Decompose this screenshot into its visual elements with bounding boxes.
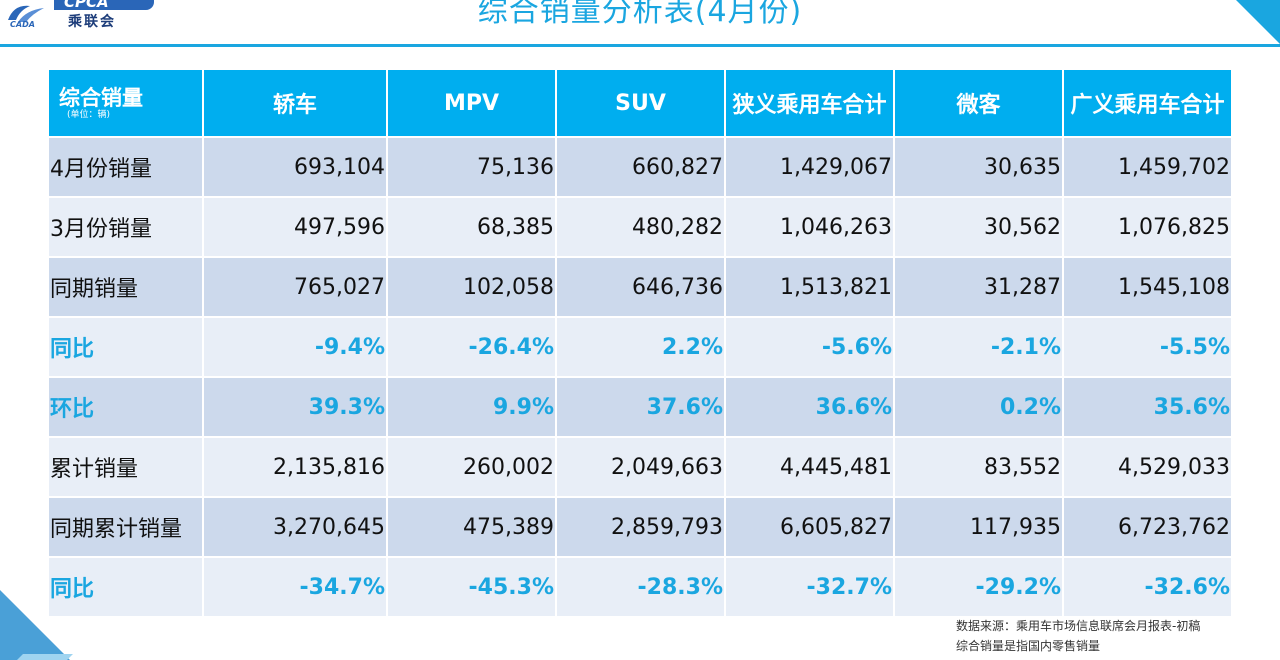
table-row: 同期销量 765,027 102,058 646,736 1,513,821 3…	[49, 258, 1231, 316]
row-label: 同比	[49, 318, 202, 376]
table-cell: 37.6%	[557, 378, 724, 436]
table-cell: 475,389	[388, 498, 555, 556]
table-cell: 1,513,821	[726, 258, 893, 316]
table-cell: 1,046,263	[726, 198, 893, 256]
row-label: 同期销量	[49, 258, 202, 316]
row-label: 4月份销量	[49, 138, 202, 196]
definition-note: 综合销量是指国内零售销量	[956, 639, 1101, 653]
table-cell: -5.6%	[726, 318, 893, 376]
table-cell: 1,545,108	[1064, 258, 1231, 316]
table-cell: -2.1%	[895, 318, 1062, 376]
table-cell: 75,136	[388, 138, 555, 196]
table-cell: -34.7%	[204, 558, 386, 616]
table-cell: -26.4%	[388, 318, 555, 376]
table-cell: 4,445,481	[726, 438, 893, 496]
table-cell: 68,385	[388, 198, 555, 256]
column-header: 狭义乘用车合计	[726, 70, 893, 136]
table-cell: 6,605,827	[726, 498, 893, 556]
table-cell: 2,859,793	[557, 498, 724, 556]
table-cell: 260,002	[388, 438, 555, 496]
logo-chinese-name: 乘联会	[68, 14, 116, 30]
table-header-row: 综合销量 (单位：辆) 轿车 MPV SUV 狭义乘用车合计 微客 广义乘用车合…	[49, 70, 1231, 136]
row-label: 环比	[49, 378, 202, 436]
table-cell: 6,723,762	[1064, 498, 1231, 556]
row-label: 同比	[49, 558, 202, 616]
table-row: 3月份销量 497,596 68,385 480,282 1,046,263 3…	[49, 198, 1231, 256]
table-cell: 646,736	[557, 258, 724, 316]
table-cell: 117,935	[895, 498, 1062, 556]
table-cell: -29.2%	[895, 558, 1062, 616]
page-title: 综合销量分析表(4月份)	[477, 0, 803, 29]
logo-mark-icon	[4, 0, 50, 24]
table-cell: 31,287	[895, 258, 1062, 316]
corner-header-cell: 综合销量 (单位：辆)	[49, 70, 202, 136]
table-cell: 3,270,645	[204, 498, 386, 556]
row-label: 累计销量	[49, 438, 202, 496]
header-divider	[0, 44, 1280, 47]
table-cell: 0.2%	[895, 378, 1062, 436]
table-row: 环比 39.3% 9.9% 37.6% 36.6% 0.2% 35.6%	[49, 378, 1231, 436]
column-header: 微客	[895, 70, 1062, 136]
row-label: 同期累计销量	[49, 498, 202, 556]
table-cell: 1,076,825	[1064, 198, 1231, 256]
table-cell: 83,552	[895, 438, 1062, 496]
column-header: SUV	[557, 70, 724, 136]
corner-unit: (单位：辆)	[67, 110, 111, 120]
column-header: MPV	[388, 70, 555, 136]
table-cell: 35.6%	[1064, 378, 1231, 436]
table-cell: 660,827	[557, 138, 724, 196]
decorative-stripe	[17, 654, 73, 660]
table-row: 4月份销量 693,104 75,136 660,827 1,429,067 3…	[49, 138, 1231, 196]
table-cell: 2.2%	[557, 318, 724, 376]
table-cell: 4,529,033	[1064, 438, 1231, 496]
corner-title: 综合销量	[59, 86, 143, 110]
table-cell: 1,429,067	[726, 138, 893, 196]
table-cell: 39.3%	[204, 378, 386, 436]
table-cell: 9.9%	[388, 378, 555, 436]
data-source-note: 数据来源：乘用车市场信息联席会月报表-初稿	[956, 619, 1201, 633]
table-cell: -32.6%	[1064, 558, 1231, 616]
logo-sub-text: CADA	[10, 20, 35, 29]
decorative-corner-top-right	[1236, 0, 1280, 44]
table-cell: 30,562	[895, 198, 1062, 256]
table-cell: 30,635	[895, 138, 1062, 196]
table-cell: 2,135,816	[204, 438, 386, 496]
sales-table: 综合销量 (单位：辆) 轿车 MPV SUV 狭义乘用车合计 微客 广义乘用车合…	[47, 68, 1233, 618]
logo-banner: CPCA	[54, 0, 154, 10]
table-cell: -28.3%	[557, 558, 724, 616]
table-row: 同比 -9.4% -26.4% 2.2% -5.6% -2.1% -5.5%	[49, 318, 1231, 376]
row-label: 3月份销量	[49, 198, 202, 256]
column-header: 轿车	[204, 70, 386, 136]
table-cell: 36.6%	[726, 378, 893, 436]
table-cell: -45.3%	[388, 558, 555, 616]
table-cell: 765,027	[204, 258, 386, 316]
table-cell: 480,282	[557, 198, 724, 256]
table-row: 累计销量 2,135,816 260,002 2,049,663 4,445,4…	[49, 438, 1231, 496]
table-cell: 1,459,702	[1064, 138, 1231, 196]
table-row: 同期累计销量 3,270,645 475,389 2,859,793 6,605…	[49, 498, 1231, 556]
column-header: 广义乘用车合计	[1064, 70, 1231, 136]
table-cell: -5.5%	[1064, 318, 1231, 376]
table-cell: 2,049,663	[557, 438, 724, 496]
table-cell: -9.4%	[204, 318, 386, 376]
table-cell: -32.7%	[726, 558, 893, 616]
table-cell: 497,596	[204, 198, 386, 256]
table-cell: 102,058	[388, 258, 555, 316]
table-cell: 693,104	[204, 138, 386, 196]
cpca-logo: CPCA 乘联会 CADA	[4, 0, 154, 34]
table-row: 同比 -34.7% -45.3% -28.3% -32.7% -29.2% -3…	[49, 558, 1231, 616]
